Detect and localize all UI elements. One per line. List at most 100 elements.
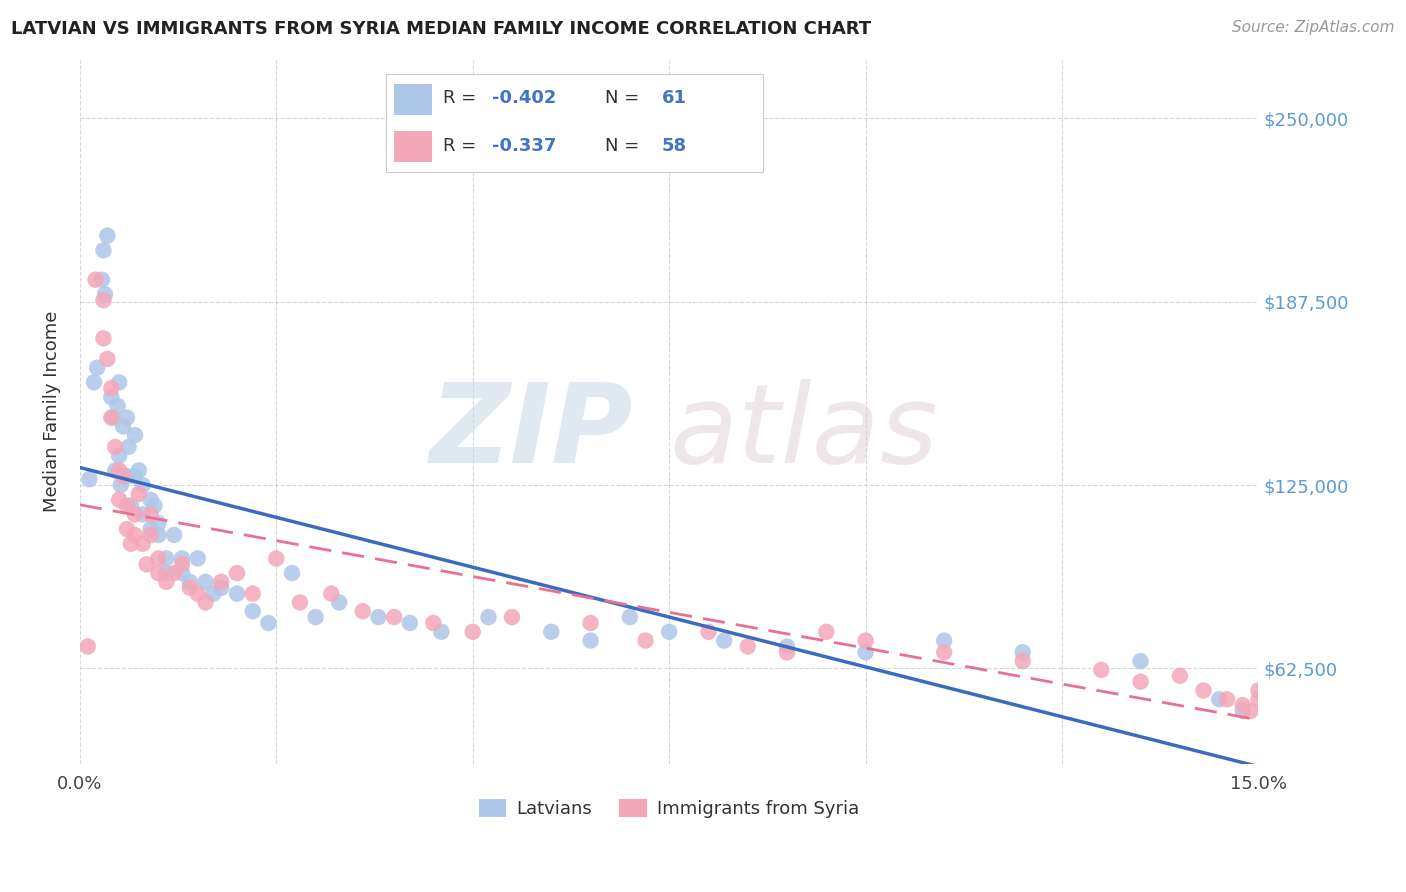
Point bbox=[76, 640, 98, 654]
Point bbox=[132, 478, 155, 492]
Point bbox=[242, 587, 264, 601]
Point bbox=[501, 610, 523, 624]
Point bbox=[132, 508, 155, 522]
Point bbox=[120, 499, 142, 513]
Point bbox=[1011, 654, 1033, 668]
Point bbox=[737, 640, 759, 654]
Point bbox=[697, 624, 720, 639]
Point bbox=[579, 615, 602, 630]
Point bbox=[170, 551, 193, 566]
Point bbox=[155, 551, 177, 566]
Point bbox=[143, 499, 166, 513]
Point bbox=[93, 331, 115, 345]
Point bbox=[328, 595, 350, 609]
Point bbox=[226, 587, 249, 601]
Point bbox=[108, 449, 131, 463]
Point bbox=[163, 566, 186, 580]
Point bbox=[242, 604, 264, 618]
Text: Source: ZipAtlas.com: Source: ZipAtlas.com bbox=[1232, 20, 1395, 35]
Point bbox=[855, 645, 877, 659]
Text: LATVIAN VS IMMIGRANTS FROM SYRIA MEDIAN FAMILY INCOME CORRELATION CHART: LATVIAN VS IMMIGRANTS FROM SYRIA MEDIAN … bbox=[11, 20, 872, 37]
Point bbox=[115, 410, 138, 425]
Point bbox=[658, 624, 681, 639]
Point bbox=[139, 508, 162, 522]
Point bbox=[399, 615, 422, 630]
Point bbox=[117, 440, 139, 454]
Point bbox=[93, 293, 115, 308]
Point bbox=[108, 376, 131, 390]
Point bbox=[855, 633, 877, 648]
Point bbox=[112, 419, 135, 434]
Point bbox=[148, 528, 170, 542]
Point bbox=[148, 516, 170, 531]
Point bbox=[194, 595, 217, 609]
Point bbox=[94, 287, 117, 301]
Point bbox=[101, 410, 124, 425]
Point bbox=[1216, 692, 1239, 706]
Point bbox=[93, 244, 115, 258]
Point bbox=[108, 492, 131, 507]
Point bbox=[187, 551, 209, 566]
Point bbox=[128, 487, 150, 501]
Point bbox=[86, 360, 108, 375]
Text: ZIP: ZIP bbox=[430, 379, 634, 486]
Point bbox=[83, 376, 105, 390]
Point bbox=[132, 537, 155, 551]
Point bbox=[115, 522, 138, 536]
Y-axis label: Median Family Income: Median Family Income bbox=[44, 311, 60, 512]
Point bbox=[321, 587, 343, 601]
Point bbox=[477, 610, 499, 624]
Point bbox=[96, 228, 118, 243]
Point bbox=[90, 273, 112, 287]
Point bbox=[1011, 645, 1033, 659]
Point bbox=[115, 499, 138, 513]
Point bbox=[1090, 663, 1112, 677]
Point bbox=[579, 633, 602, 648]
Point bbox=[1247, 692, 1270, 706]
Point bbox=[179, 581, 201, 595]
Point bbox=[179, 574, 201, 589]
Point bbox=[209, 574, 232, 589]
Point bbox=[124, 508, 146, 522]
Point bbox=[713, 633, 735, 648]
Legend: Latvians, Immigrants from Syria: Latvians, Immigrants from Syria bbox=[471, 791, 868, 825]
Point bbox=[107, 399, 129, 413]
Point bbox=[461, 624, 484, 639]
Point bbox=[288, 595, 311, 609]
Point bbox=[1232, 698, 1254, 713]
Point bbox=[139, 522, 162, 536]
Text: atlas: atlas bbox=[669, 379, 938, 486]
Point bbox=[776, 640, 799, 654]
Point bbox=[124, 528, 146, 542]
Point bbox=[1192, 683, 1215, 698]
Point bbox=[304, 610, 326, 624]
Point bbox=[257, 615, 280, 630]
Point bbox=[1208, 692, 1230, 706]
Point bbox=[266, 551, 288, 566]
Point bbox=[139, 528, 162, 542]
Point bbox=[115, 469, 138, 483]
Point bbox=[934, 633, 956, 648]
Point bbox=[135, 558, 157, 572]
Point bbox=[634, 633, 657, 648]
Point bbox=[148, 566, 170, 580]
Point bbox=[367, 610, 389, 624]
Point bbox=[934, 645, 956, 659]
Point bbox=[100, 381, 122, 395]
Point bbox=[79, 472, 101, 486]
Point bbox=[422, 615, 444, 630]
Point bbox=[209, 581, 232, 595]
Point bbox=[540, 624, 562, 639]
Point bbox=[104, 440, 127, 454]
Point bbox=[104, 463, 127, 477]
Point bbox=[155, 566, 177, 580]
Point bbox=[619, 610, 641, 624]
Point bbox=[194, 574, 217, 589]
Point bbox=[226, 566, 249, 580]
Point bbox=[120, 537, 142, 551]
Point bbox=[148, 551, 170, 566]
Point bbox=[112, 469, 135, 483]
Point bbox=[1129, 674, 1152, 689]
Point bbox=[1168, 669, 1191, 683]
Point bbox=[815, 624, 838, 639]
